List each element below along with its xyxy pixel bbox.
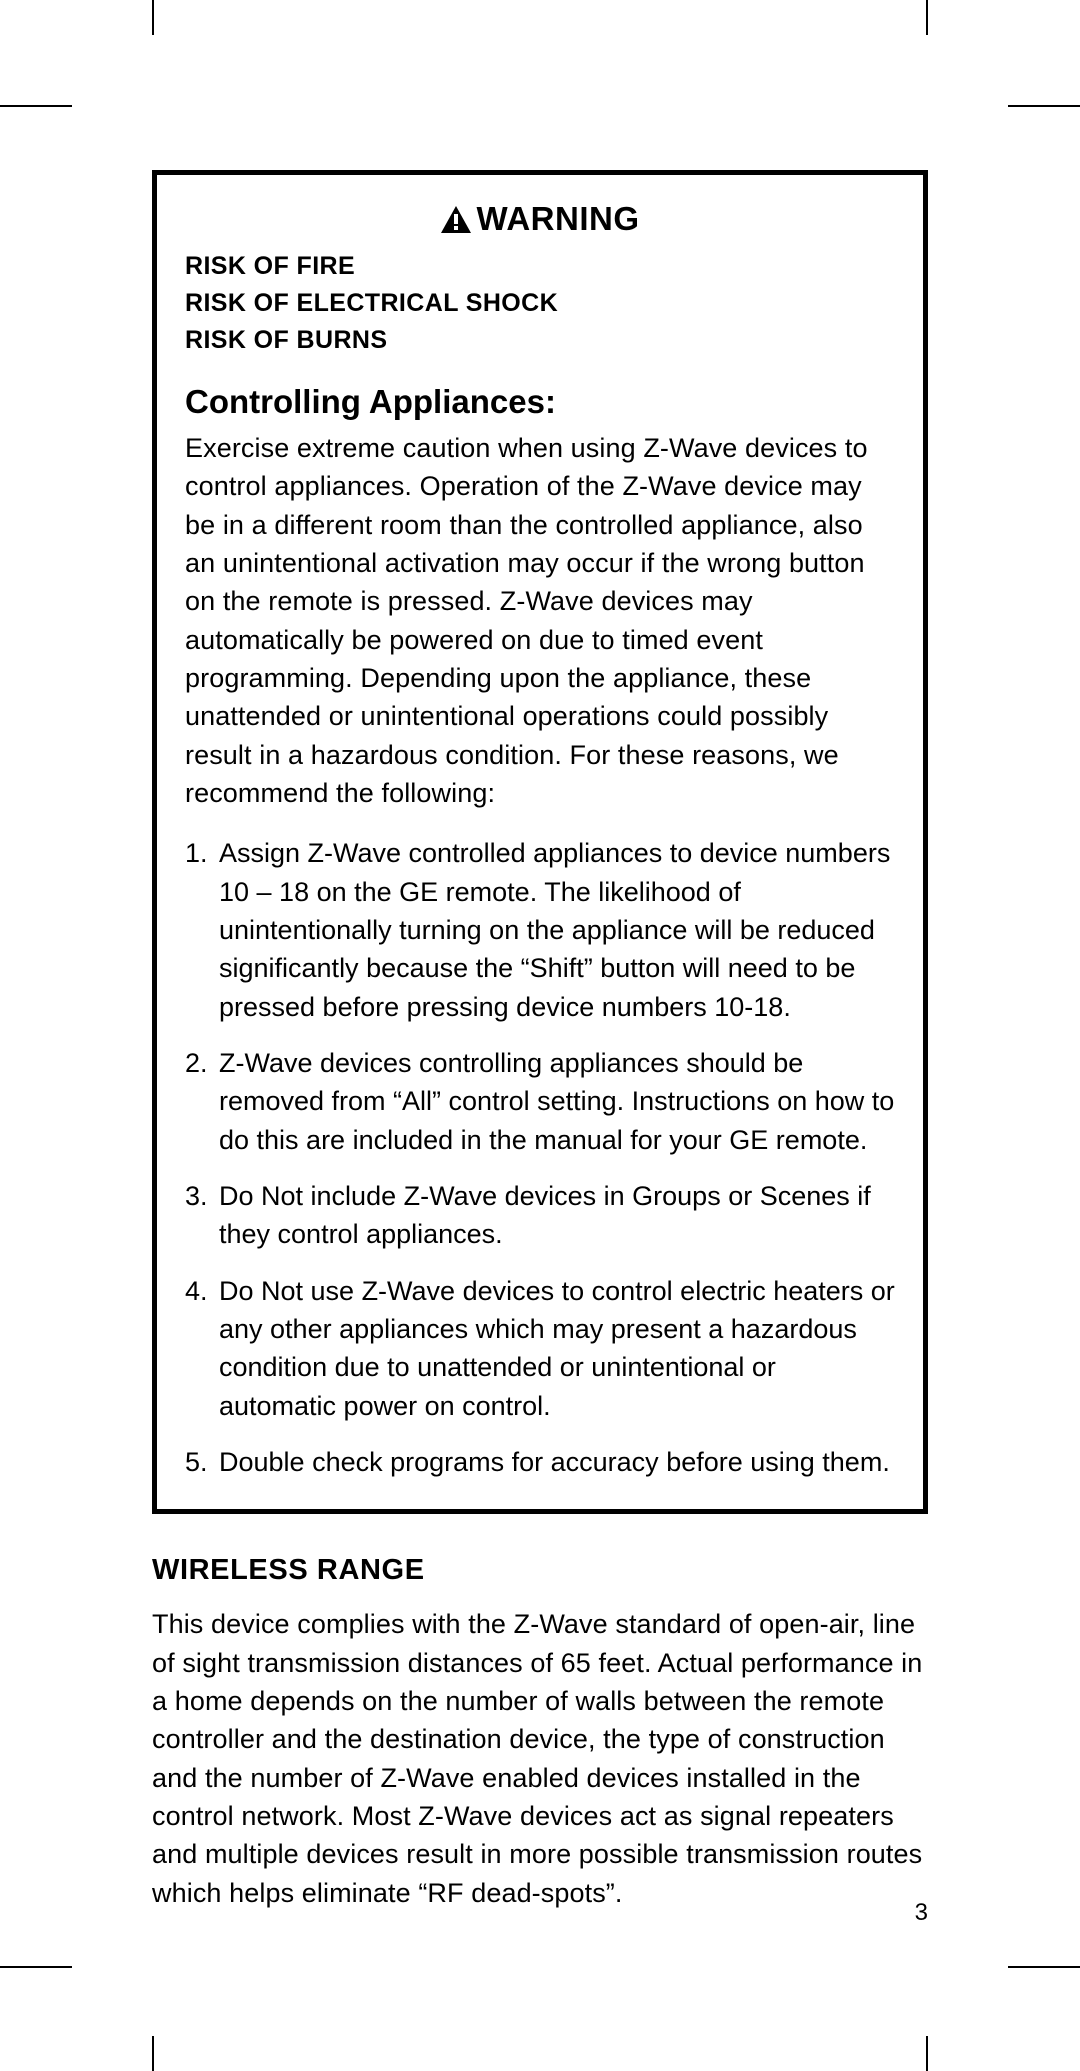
risk-line: RISK OF ELECTRICAL SHOCK [185,289,895,318]
list-item: Double check programs for accuracy befor… [215,1443,895,1481]
list-item: Do Not include Z-Wave devices in Groups … [215,1177,895,1254]
list-item: Z-Wave devices controlling appliances sh… [215,1044,895,1159]
warning-header: WARNING [185,200,895,238]
page-number: 3 [915,1899,928,1927]
manual-page: WARNING RISK OF FIRE RISK OF ELECTRICAL … [0,0,1080,2071]
wireless-range-body: This device complies with the Z-Wave sta… [152,1605,928,1912]
crop-mark [1008,1966,1080,1968]
risk-line: RISK OF FIRE [185,252,895,281]
risk-line: RISK OF BURNS [185,326,895,355]
recommendations-list: Assign Z-Wave controlled appliances to d… [185,834,895,1481]
crop-mark [0,105,72,107]
crop-mark [1008,105,1080,107]
controlling-appliances-title: Controlling Appliances: [185,383,895,421]
list-item: Assign Z-Wave controlled appliances to d… [215,834,895,1026]
page-content: WARNING RISK OF FIRE RISK OF ELECTRICAL … [152,170,928,1912]
controlling-appliances-intro: Exercise extreme caution when using Z-Wa… [185,429,895,812]
crop-mark [926,0,928,35]
warning-triangle-icon [441,206,471,233]
crop-mark [0,1966,72,1968]
crop-mark [926,2036,928,2071]
crop-mark [152,0,154,35]
list-item: Do Not use Z-Wave devices to control ele… [215,1272,895,1425]
warning-label: WARNING [477,200,640,237]
wireless-range-title: WIRELESS RANGE [152,1554,928,1587]
warning-box: WARNING RISK OF FIRE RISK OF ELECTRICAL … [152,170,928,1514]
crop-mark [152,2036,154,2071]
